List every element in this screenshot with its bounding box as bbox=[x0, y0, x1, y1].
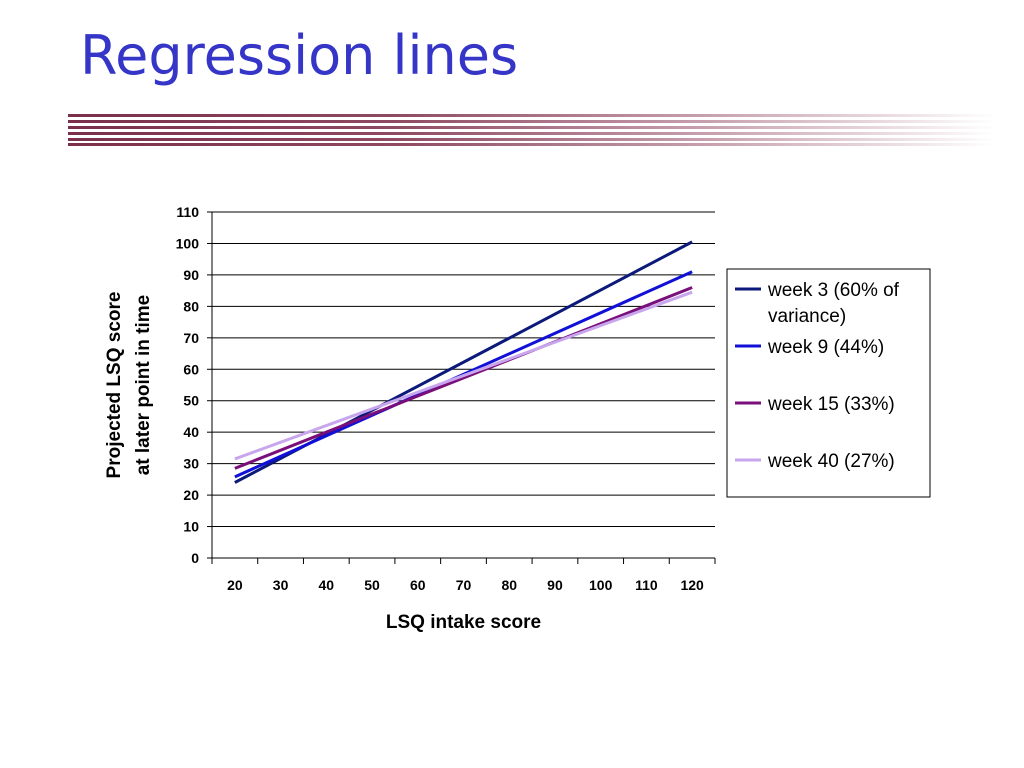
y-tick-label: 100 bbox=[176, 235, 200, 251]
legend-label: week 40 (27%) bbox=[767, 451, 895, 472]
x-tick-label: 50 bbox=[364, 577, 380, 593]
x-tick-label: 60 bbox=[410, 577, 426, 593]
y-axis-title-line: Projected LSQ score bbox=[104, 292, 125, 479]
underline-rule bbox=[68, 114, 996, 117]
title-underline-rules bbox=[68, 114, 996, 146]
legend-label: week 9 (44%) bbox=[767, 337, 884, 358]
x-tick-label: 80 bbox=[501, 577, 517, 593]
underline-rule bbox=[68, 138, 996, 141]
y-tick-label: 20 bbox=[183, 487, 199, 503]
underline-rule bbox=[68, 120, 996, 123]
y-axis-title: Projected LSQ score at later point in tim… bbox=[104, 292, 154, 479]
tick-labels: 0 10 20 30 40 50 60 70 80 90 100 110 20 30 40 50 60 70 80 9… bbox=[176, 204, 704, 593]
x-tick-label: 20 bbox=[227, 577, 243, 593]
series-lines bbox=[234, 240, 693, 484]
series-line bbox=[234, 290, 693, 461]
series-line bbox=[234, 286, 693, 470]
x-tick-label: 120 bbox=[680, 577, 704, 593]
x-tick-label: 100 bbox=[589, 577, 613, 593]
x-tick-label: 90 bbox=[547, 577, 563, 593]
legend-label: week 15 (33%) bbox=[767, 394, 895, 415]
axes bbox=[207, 211, 716, 564]
y-tick-label: 10 bbox=[183, 519, 199, 535]
underline-rule bbox=[68, 132, 996, 135]
legend-label: week 3 (60% of bbox=[767, 280, 900, 301]
y-tick-label: 30 bbox=[183, 456, 199, 472]
y-axis-title-line: at later point in time bbox=[133, 295, 154, 476]
x-tick-label: 40 bbox=[319, 577, 335, 593]
legend: week 3 (60% of variance) week 9 (44%) week … bbox=[726, 268, 931, 498]
y-tick-label: 110 bbox=[176, 204, 199, 220]
underline-rule bbox=[68, 143, 996, 146]
gridlines bbox=[212, 211, 715, 528]
y-tick-label: 40 bbox=[183, 424, 199, 440]
legend-label: variance) bbox=[768, 306, 846, 327]
y-tick-label: 70 bbox=[183, 330, 199, 346]
x-tick-label: 30 bbox=[273, 577, 289, 593]
x-tick-label: 110 bbox=[635, 577, 658, 593]
x-axis-title: LSQ intake score bbox=[386, 612, 541, 633]
y-tick-label: 50 bbox=[183, 393, 199, 409]
y-tick-label: 80 bbox=[183, 298, 199, 314]
y-tick-label: 90 bbox=[183, 267, 199, 283]
axis-titles: LSQ intake score Projected LSQ score at la… bbox=[104, 292, 541, 633]
y-tick-label: 60 bbox=[183, 361, 199, 377]
underline-rule bbox=[68, 126, 996, 129]
slide-title: Regression lines bbox=[80, 24, 519, 87]
y-tick-label: 0 bbox=[191, 550, 199, 566]
x-tick-label: 70 bbox=[456, 577, 472, 593]
